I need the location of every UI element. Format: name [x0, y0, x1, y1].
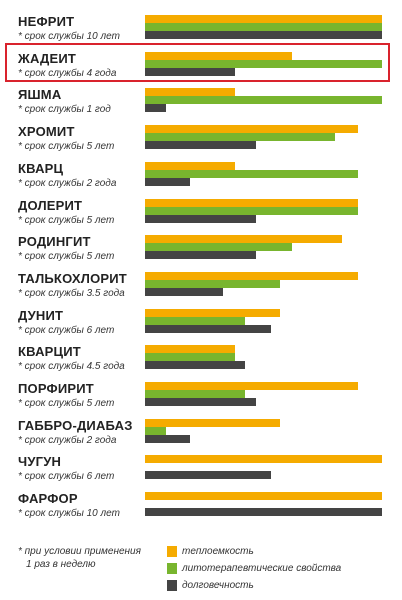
bar-durability	[145, 177, 191, 186]
bar-therapy	[145, 96, 382, 105]
service-life-label: * срок службы 3.5 года	[18, 287, 125, 299]
category-name: ТАЛЬКОХЛОРИТ	[18, 270, 127, 286]
legend-label-durability: долговечность	[182, 580, 254, 591]
bar-heat	[145, 492, 382, 501]
bar-durability	[145, 287, 224, 296]
chart-row: ГАББРО-ДИАБАЗ * срок службы 2 года	[0, 416, 402, 452]
bar-heat	[145, 235, 342, 244]
bar-durability	[145, 214, 257, 223]
legend-label-therapy: литотерапевтические свойства	[182, 563, 342, 574]
chart-row: ПОРФИРИТ * срок службы 5 лет	[0, 379, 402, 415]
bar-heat	[145, 51, 292, 60]
category-name: ФАРФОР	[18, 491, 78, 507]
service-life-label: * срок службы 6 лет	[18, 471, 115, 483]
bar-durability	[145, 104, 167, 113]
category-name: НЕФРИТ	[18, 14, 75, 29]
chart-row: ХРОМИТ * срок службы 5 лет	[0, 122, 402, 158]
bar-heat	[145, 418, 281, 427]
highlight-frame	[5, 43, 390, 82]
service-life-label: * срок службы 10 лет	[18, 508, 120, 520]
bar-heat	[145, 125, 359, 134]
bar-durability	[145, 141, 257, 150]
bar-durability	[145, 251, 257, 260]
bar-therapy	[145, 169, 359, 178]
footnote-line-1: * при условии применения	[18, 546, 141, 557]
chart-row: КВАРЦ * срок службы 2 года	[0, 159, 402, 195]
chart-row: ЖАДЕИТ * срок службы 4 года	[0, 49, 402, 85]
bar-durability	[145, 508, 382, 517]
chart-row: РОДИНГИТ * срок службы 5 лет	[0, 232, 402, 268]
category-name: ПОРФИРИТ	[18, 381, 94, 396]
bar-therapy	[145, 353, 236, 362]
bar-durability	[145, 67, 236, 76]
bar-therapy	[145, 426, 167, 435]
service-life-label: * срок службы 6 лет	[18, 324, 115, 336]
bar-therapy	[145, 206, 359, 215]
bar-durability	[145, 434, 191, 443]
service-life-label: * срок службы 5 лет	[18, 214, 115, 226]
bar-durability	[145, 31, 382, 39]
bar-therapy	[145, 390, 245, 398]
bar-heat	[145, 308, 281, 317]
service-life-label: * срок службы 4.5 года	[18, 361, 125, 373]
chart-row: ЧУГУН * срок службы 6 лет	[0, 452, 402, 488]
bar-therapy	[145, 316, 245, 325]
bar-durability	[145, 471, 271, 480]
bar-durability	[145, 398, 257, 406]
category-name: ЯШМА	[18, 87, 62, 103]
service-life-label: * срок службы 2 года	[18, 177, 117, 189]
bar-therapy	[145, 243, 292, 252]
bar-heat	[145, 198, 359, 207]
chart-row: НЕФРИТ * срок службы 10 лет	[0, 12, 402, 48]
legend-swatch-heat	[167, 546, 177, 557]
bar-therapy	[145, 133, 335, 142]
service-life-label: * срок службы 2 года	[18, 434, 117, 446]
bar-heat	[145, 455, 382, 464]
bar-heat	[145, 15, 382, 23]
category-name: КВАРЦИТ	[18, 344, 81, 360]
chart-row: ФАРФОР * срок службы 10 лет	[0, 489, 402, 525]
chart-row: ДОЛЕРИТ * срок службы 5 лет	[0, 196, 402, 232]
category-name: ХРОМИТ	[18, 124, 75, 140]
category-name: ЧУГУН	[18, 454, 62, 470]
bar-heat	[145, 161, 236, 170]
chart-row: КВАРЦИТ * срок службы 4.5 года	[0, 342, 402, 378]
bar-heat	[145, 271, 359, 280]
bar-durability	[145, 361, 245, 370]
chart-row: ДУНИТ * срок службы 6 лет	[0, 306, 402, 342]
bar-therapy	[145, 279, 281, 288]
footnote: * при условии применения 1 раз в неделю	[18, 545, 141, 571]
bar-heat	[145, 345, 236, 354]
category-name: ДОЛЕРИТ	[18, 197, 83, 213]
category-name: ЖАДЕИТ	[18, 50, 77, 66]
service-life-label: * срок службы 1 год	[18, 104, 111, 116]
chart-row: ТАЛЬКОХЛОРИТ * срок службы 3.5 года	[0, 269, 402, 305]
legend-label-heat: теплоемкость	[182, 546, 254, 557]
service-life-label: * срок службы 5 лет	[18, 398, 115, 409]
category-name: КВАРЦ	[18, 160, 64, 176]
legend-swatch-durability	[167, 580, 177, 591]
service-life-label: * срок службы 5 лет	[18, 141, 115, 153]
bar-heat	[145, 88, 236, 97]
category-name: ДУНИТ	[18, 307, 64, 323]
category-name: РОДИНГИТ	[18, 234, 91, 250]
bar-therapy	[145, 23, 382, 31]
footnote-line-2: 1 раз в неделю	[26, 559, 96, 570]
service-life-label: * срок службы 10 лет	[18, 31, 120, 42]
bar-therapy	[145, 59, 382, 68]
bar-durability	[145, 324, 271, 333]
chart-row: ЯШМА * срок службы 1 год	[0, 85, 402, 121]
legend-swatch-therapy	[167, 563, 177, 574]
service-life-label: * срок службы 5 лет	[18, 251, 115, 263]
category-name: ГАББРО-ДИАБАЗ	[18, 417, 133, 433]
service-life-label: * срок службы 4 года	[18, 67, 117, 79]
bar-heat	[145, 382, 359, 390]
